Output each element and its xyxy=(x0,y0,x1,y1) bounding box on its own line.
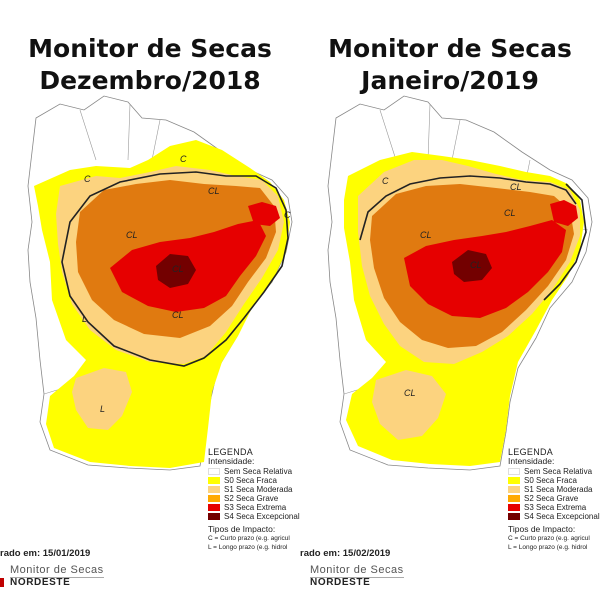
drought-outline xyxy=(359,175,577,241)
legend-item-label: S0 Seca Fraca xyxy=(224,476,277,485)
legend-item-label: S2 Seca Grave xyxy=(224,494,279,503)
legend-item: S1 Seca Moderada xyxy=(508,485,600,494)
drought-map-dezembro: C C CL C CL CL CL L L xyxy=(27,95,293,471)
panel-title-line2: Janeiro/2019 xyxy=(361,66,539,95)
impact-short-term: C = Curto prazo (e.g. agricul xyxy=(208,535,290,542)
s3-area-ne xyxy=(248,202,280,226)
impact-long-term: L = Longo prazo (e.g. hidrol xyxy=(208,544,288,551)
legend-swatch xyxy=(208,477,220,484)
legend-item: S4 Seca Excepcional xyxy=(208,512,300,521)
panel-title-line1: Monitor de Secas xyxy=(28,34,272,63)
panel-title-line2: Dezembro/2018 xyxy=(39,66,261,95)
updated-date: rado em: 15/01/2019 xyxy=(0,548,91,559)
drought-outline-east xyxy=(543,183,587,301)
s3-area-ne xyxy=(550,200,578,226)
brand-region: NORDESTE xyxy=(310,577,371,588)
legend-item: S4 Seca Excepcional xyxy=(508,512,600,521)
impact-label: CL xyxy=(510,182,522,192)
legend-item-label: Sem Seca Relativa xyxy=(524,467,593,476)
legend-item-label: S1 Seca Moderada xyxy=(524,485,593,494)
map-panel-dezembro: Monitor de Secas Dezembro/2018 C C CL C … xyxy=(0,34,300,588)
legend-item: S0 Seca Fraca xyxy=(508,476,600,485)
legend: LEGENDA Intensidade: Sem Seca Relativa S… xyxy=(508,448,600,552)
impact-types-title: Tipos de Impacto: xyxy=(508,524,576,534)
brand-name: Monitor de Secas xyxy=(10,564,104,578)
legend-item-label: S3 Seca Extrema xyxy=(224,503,287,512)
legend-item-label: S4 Seca Excepcional xyxy=(524,512,600,521)
legend-item-label: S2 Seca Grave xyxy=(524,494,579,503)
legend-intensity-label: Intensidade: xyxy=(208,456,255,466)
legend-item: S3 Seca Extrema xyxy=(508,503,600,512)
legend-item: S2 Seca Grave xyxy=(208,494,300,503)
legend-item-label: S0 Seca Fraca xyxy=(524,476,577,485)
legend-item-label: Sem Seca Relativa xyxy=(224,467,293,476)
legend-swatch xyxy=(208,486,220,493)
impact-label: CL xyxy=(172,264,184,274)
legend-title: LEGENDA xyxy=(508,448,554,457)
legend-item: S3 Seca Extrema xyxy=(208,503,300,512)
legend-swatch xyxy=(208,504,220,511)
legend-item-label: S1 Seca Moderada xyxy=(224,485,293,494)
brand-name: Monitor de Secas xyxy=(310,564,404,578)
impact-label: L xyxy=(82,314,87,324)
legend-swatch xyxy=(508,477,520,484)
impact-label: C xyxy=(382,176,389,186)
legend-item: S0 Seca Fraca xyxy=(208,476,300,485)
legend: LEGENDA Intensidade: Sem Seca Relativa S… xyxy=(208,448,300,552)
legend-swatch xyxy=(508,513,520,520)
legend-swatch xyxy=(208,468,220,475)
impact-long-term: L = Longo prazo (e.g. hidrol xyxy=(508,544,588,551)
impact-label: CL xyxy=(470,260,482,270)
legend-swatch xyxy=(508,495,520,502)
legend-item: Sem Seca Relativa xyxy=(508,467,600,476)
legend-swatch xyxy=(208,513,220,520)
impact-label: L xyxy=(100,404,105,414)
legend-item-label: S4 Seca Excepcional xyxy=(224,512,300,521)
impact-label: C xyxy=(84,174,91,184)
impact-short-term: C = Curto prazo (e.g. agricul xyxy=(508,535,590,542)
legend-item: S2 Seca Grave xyxy=(508,494,600,503)
legend-swatch xyxy=(508,486,520,493)
impact-label: CL xyxy=(126,230,138,240)
drought-outline xyxy=(61,171,289,367)
impact-label: CL xyxy=(420,230,432,240)
legend-swatch xyxy=(508,468,520,475)
impact-label: C xyxy=(284,210,291,220)
legend-title: LEGENDA xyxy=(208,448,254,457)
s1-area-south xyxy=(72,368,132,430)
legend-intensity-label: Intensidade: xyxy=(508,456,555,466)
brand-region: NORDESTE xyxy=(10,577,71,588)
legend-item: Sem Seca Relativa xyxy=(208,467,300,476)
legend-swatch xyxy=(508,504,520,511)
brand-mark-icon xyxy=(0,578,4,587)
impact-label: C xyxy=(180,154,187,164)
impact-label: CL xyxy=(504,208,516,218)
legend-item-label: S3 Seca Extrema xyxy=(524,503,587,512)
panel-title-line1: Monitor de Secas xyxy=(328,34,572,63)
legend-swatch xyxy=(208,495,220,502)
s4-area xyxy=(156,254,196,288)
impact-types-title: Tipos de Impacto: xyxy=(208,524,276,534)
legend-item: S1 Seca Moderada xyxy=(208,485,300,494)
map-panel-janeiro: Monitor de Secas Janeiro/2019 C CL CL CL… xyxy=(300,0,600,600)
drought-map-janeiro: C CL CL CL CL CL xyxy=(327,95,593,471)
s1-area-south xyxy=(372,370,446,440)
updated-date: rado em: 15/02/2019 xyxy=(300,548,391,559)
s4-area xyxy=(452,250,492,282)
impact-label: CL xyxy=(172,310,184,320)
impact-label: CL xyxy=(208,186,220,196)
impact-label: CL xyxy=(404,388,416,398)
